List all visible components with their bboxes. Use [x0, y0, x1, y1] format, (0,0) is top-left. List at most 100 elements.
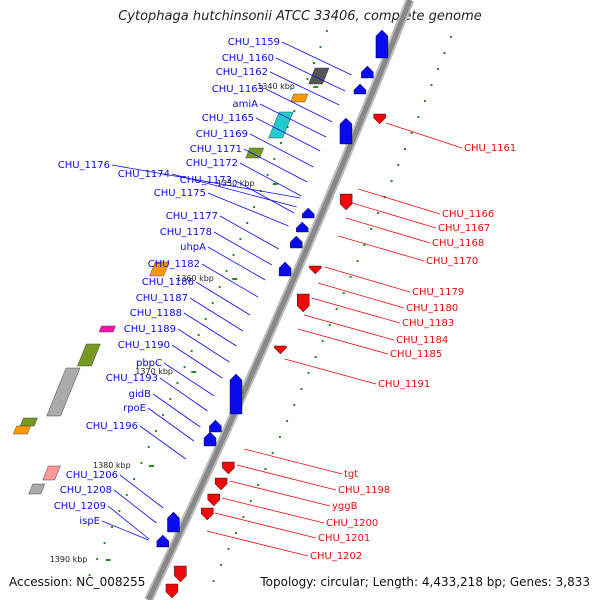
gene-label: CHU_1187 [136, 293, 188, 304]
tick-dot [264, 468, 267, 470]
leader-line [139, 425, 187, 460]
gene-features [13, 29, 389, 599]
leader-line [317, 282, 405, 309]
tick-dot [271, 452, 274, 454]
tick-dot [300, 388, 303, 390]
label-leaders [101, 41, 463, 557]
tick-dot [280, 142, 282, 144]
gene-label: CHU_1178 [160, 227, 212, 238]
tick-dot [328, 324, 331, 326]
tick-dot [293, 404, 296, 406]
tick-dot [266, 174, 269, 176]
gene-label: CHU_1182 [148, 259, 200, 270]
leader-line [152, 393, 201, 428]
leader-line [207, 246, 266, 281]
forward-gene-arrow [156, 534, 170, 548]
forward-gene-arrow [361, 65, 374, 79]
gene-label: rpoE [123, 403, 146, 414]
gene-label: CHU_1160 [222, 53, 274, 64]
tick-dot [227, 548, 230, 550]
leader-line [275, 57, 346, 92]
accession-text: Accession: NC_008255 [9, 575, 146, 589]
gene-label: CHU_1183 [402, 318, 454, 329]
tick-dot [306, 78, 309, 80]
leader-line [213, 231, 272, 266]
forward-gene-arrow [229, 373, 243, 415]
reverse-gene-arrow [214, 477, 228, 491]
tick-dot [397, 164, 400, 166]
reverse-gene-arrow [309, 265, 322, 275]
tick-marks: 1340 kbp 1350 kbp 1360 kbp 1370 kbp 1380 kbp… [50, 30, 452, 582]
gene-label: CHU_1172 [186, 158, 238, 169]
leader-line [244, 448, 343, 475]
gene-label: CHU_1191 [378, 379, 430, 390]
tick-dot [390, 180, 393, 182]
leader-line [259, 103, 327, 138]
leader-line [345, 217, 431, 244]
feature-block [46, 367, 81, 417]
tick-dot [342, 292, 345, 294]
tick-dot [212, 580, 215, 582]
forward-gene-arrow [278, 261, 292, 277]
scale-tick-label: 1370 kbp [135, 367, 173, 376]
tick-dot [286, 420, 289, 422]
tick-dot [88, 574, 91, 576]
forward-gene-arrow [167, 511, 180, 533]
gene-label: CHU_1200 [326, 518, 378, 529]
gene-label: CHU_1189 [124, 324, 176, 335]
scale-tick-mark [105, 559, 111, 561]
tick-dot [220, 564, 223, 566]
gene-label: CHU_1184 [396, 335, 448, 346]
gene-label: CHU_1177 [166, 211, 218, 222]
gene-label: CHU_1180 [406, 303, 458, 314]
gene-label: CHU_1165 [202, 113, 254, 124]
gene-labels: CHU_1159 CHU_1160 CHU_1162 CHU_1163 amiA CHU_… [54, 37, 517, 562]
tick-dot [273, 158, 276, 160]
scale-tick-mark [232, 278, 238, 280]
gene-label: CHU_1170 [426, 256, 478, 267]
tick-dot [162, 414, 165, 416]
tick-dot [249, 500, 252, 502]
tick-dot [314, 356, 317, 358]
feature-block [308, 67, 330, 85]
leader-line [311, 297, 401, 324]
gene-label: CHU_1162 [216, 67, 268, 78]
tick-dot [437, 68, 439, 70]
gene-label: CHU_1174 [118, 169, 170, 180]
scale-tick-label: 1380 kbp [93, 461, 131, 470]
reverse-gene-arrow [222, 461, 235, 475]
feature-block [42, 465, 61, 481]
tick-dot [169, 398, 172, 400]
tick-dot [218, 286, 221, 288]
reverse-gene-arrow [165, 583, 179, 599]
gene-label: CHU_1190 [118, 340, 170, 351]
leader-line [281, 41, 352, 76]
feature-block [268, 111, 294, 139]
leader-line [229, 480, 331, 507]
leader-line [207, 192, 289, 227]
gene-label: CHU_1179 [412, 287, 464, 298]
feature-block [13, 425, 31, 435]
leader-line [101, 520, 149, 541]
leader-line [183, 312, 237, 347]
tick-dot [204, 318, 207, 320]
scale-tick-mark [313, 86, 319, 88]
leader-line [221, 497, 325, 524]
gene-label: pbpC [136, 358, 162, 369]
leader-line [297, 328, 389, 355]
tick-dot [325, 30, 328, 32]
leader-line [177, 328, 230, 363]
tick-dot [257, 484, 260, 486]
leader-line [352, 202, 437, 229]
reverse-gene-arrow [373, 113, 386, 125]
leader-line [243, 148, 308, 183]
reverse-gene-arrow [207, 493, 220, 507]
tick-dot [313, 62, 315, 64]
feature-block [28, 483, 46, 495]
tick-dot [319, 46, 322, 48]
gene-label: CHU_1198 [338, 485, 390, 496]
backbone-line [146, 0, 413, 600]
leader-line [338, 235, 425, 262]
tick-dot [363, 244, 366, 246]
leader-line [269, 71, 340, 106]
